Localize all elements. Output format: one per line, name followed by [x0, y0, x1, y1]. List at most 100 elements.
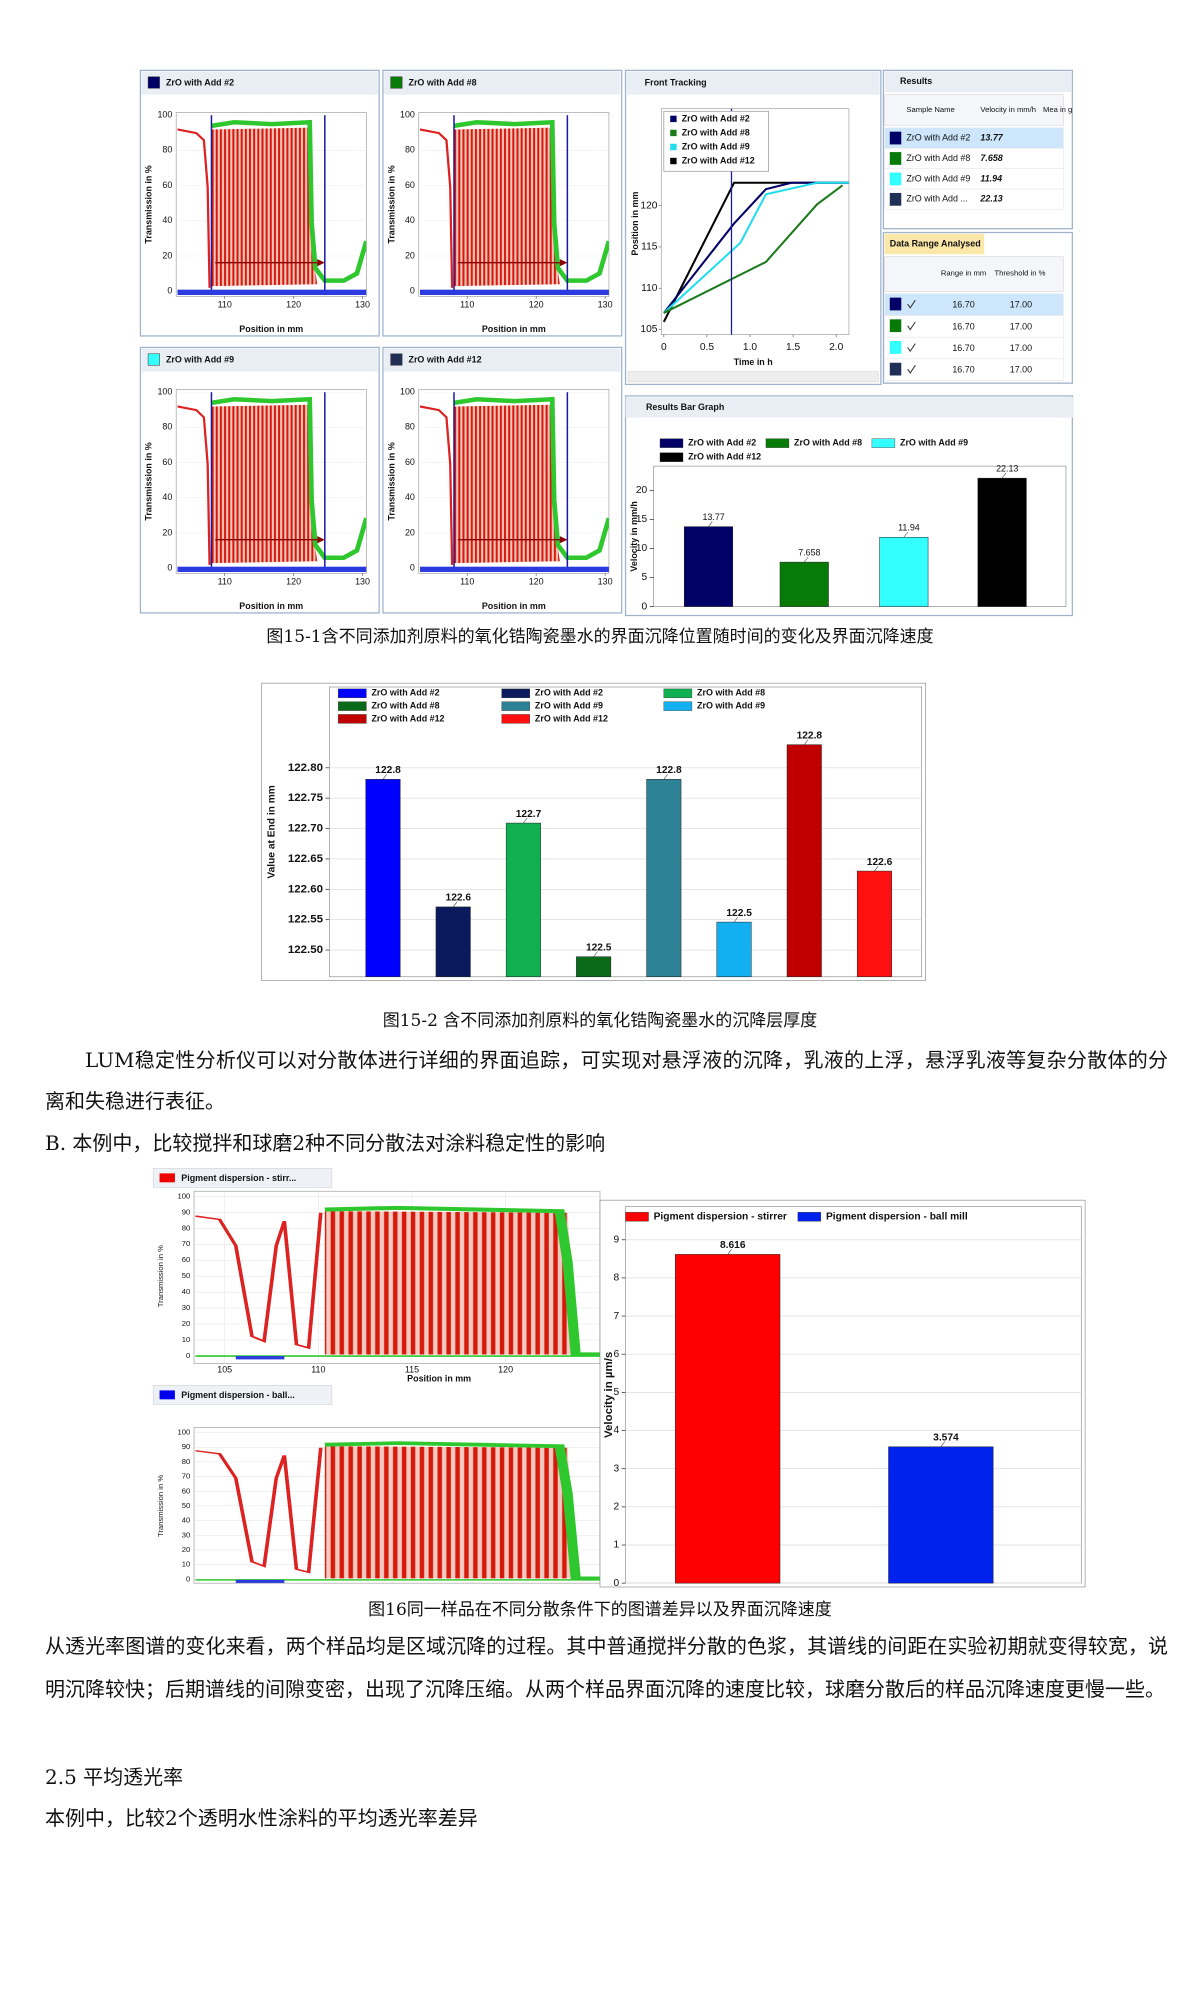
y-tick-label: 70 — [182, 1239, 191, 1248]
x-tick-label: 120 — [286, 300, 301, 310]
y-tick-label: 30 — [182, 1530, 191, 1539]
panel-title-bar — [152, 1168, 333, 1188]
panel-title: Front Tracking — [645, 78, 707, 88]
bar — [977, 477, 1027, 607]
x-tick-label: 115 — [405, 1364, 419, 1374]
y-tick-label: 20 — [182, 1319, 191, 1328]
caption: 图15-2 含不同添加剂原料的氧化锆陶瓷墨水的沉降层厚度 — [382, 1011, 818, 1031]
y-tick-label: 2 — [613, 1502, 619, 1513]
y-tick-label: 20 — [182, 1545, 191, 1554]
value-label: 122.6 — [446, 893, 472, 904]
table-cell: 16.70 — [952, 365, 974, 375]
y-tick-label: 90 — [182, 1442, 191, 1451]
legend-marker — [670, 143, 677, 151]
x-tick-label: 1.5 — [786, 342, 801, 353]
legend-swatch — [338, 701, 367, 711]
column-header: Range in mm — [941, 268, 986, 277]
panel-title: Data Range Analysed — [890, 238, 981, 248]
panel-title: ZrO with Add #12 — [409, 355, 482, 365]
x-tick-label: 110 — [460, 577, 474, 587]
value-label: 122.5 — [726, 908, 752, 919]
value-label: 7.658 — [798, 548, 820, 558]
legend-label: ZrO with Add #8 — [371, 700, 439, 710]
table-cell: ZrO with Add ... — [906, 194, 967, 204]
y-axis-label: Transmission in % — [386, 165, 396, 243]
x-tick-label: 110 — [218, 577, 232, 587]
y-tick-label: 0 — [186, 1574, 190, 1583]
legend-swatch — [765, 438, 790, 448]
y-tick-label: 122.60 — [288, 883, 323, 895]
y-tick-label: 122.50 — [288, 944, 323, 956]
legend-label: ZrO with Add #2 — [371, 688, 439, 698]
legend-label: ZrO with Add #2 — [682, 113, 750, 123]
panel-title: Pigment dispersion - stirr... — [181, 1173, 296, 1183]
y-axis-label: Position in mm — [630, 192, 640, 256]
caption: 图15-1含不同添加剂原料的氧化锆陶瓷墨水的界面沉降位置随时间的变化及界面沉降速… — [266, 627, 934, 647]
bar — [779, 561, 829, 607]
label-pointer — [382, 774, 388, 780]
y-tick-label: 40 — [405, 215, 415, 225]
y-tick-label: 120 — [640, 200, 657, 211]
y-tick-label: 40 — [182, 1287, 191, 1296]
x-tick-label: 0.5 — [700, 342, 715, 353]
table-row — [884, 188, 1064, 210]
table-header — [884, 94, 1064, 126]
table-cell: 16.70 — [952, 321, 974, 331]
row-swatch — [889, 362, 902, 376]
checkbox — [907, 365, 916, 374]
plot-area — [660, 108, 850, 335]
legend-swatch — [659, 452, 684, 462]
value-label: 3.574 — [933, 1433, 959, 1444]
panel-swatch — [159, 1173, 175, 1183]
panel-title-bar — [884, 71, 1072, 93]
x-tick-label: 130 — [355, 300, 370, 310]
y-tick-label: 7 — [613, 1311, 619, 1322]
row-swatch — [889, 319, 902, 333]
label-pointer — [593, 951, 598, 957]
panel-swatch — [147, 76, 160, 89]
y-tick-label: 10 — [182, 1560, 191, 1569]
bar — [684, 526, 734, 607]
table-cell: 22.13 — [979, 194, 1002, 204]
y-tick-label: 40 — [405, 492, 415, 502]
y-tick-label: 80 — [162, 422, 172, 432]
x-axis-label: Time in h — [734, 357, 773, 367]
bar — [576, 956, 612, 978]
y-tick-label: 122.70 — [288, 823, 323, 835]
legend-marker — [670, 157, 677, 165]
x-tick-label: 120 — [498, 1364, 513, 1374]
y-tick-label: 100 — [400, 109, 415, 119]
x-tick-label: 105 — [217, 1364, 232, 1374]
y-tick-label: 100 — [400, 386, 415, 396]
x-tick-label: 130 — [355, 577, 370, 587]
table-row — [884, 358, 1064, 381]
legend-label: ZrO with Add #8 — [682, 127, 750, 137]
y-tick-label: 60 — [162, 457, 172, 467]
y-axis-label: Velocity in µm/s — [603, 1352, 615, 1438]
scrollbar — [627, 371, 879, 383]
panel-title-bar — [625, 397, 1074, 418]
panel-title-bar — [141, 348, 378, 372]
y-tick-label: 5 — [613, 1387, 619, 1398]
y-tick-label: 80 — [182, 1223, 191, 1232]
y-tick-label: 5 — [642, 572, 648, 583]
row-swatch — [889, 172, 902, 186]
table-cell: 13.77 — [980, 132, 1003, 142]
legend-marker — [670, 115, 677, 123]
y-tick-label: 10 — [636, 543, 648, 554]
legend-label: ZrO with Add #12 — [535, 713, 608, 723]
chart-title: Results Bar Graph — [646, 402, 724, 412]
y-tick-label: 70 — [182, 1472, 191, 1481]
y-tick-label: 122.80 — [288, 762, 323, 774]
paragraph: 本例中，比较2个透明水性涂料的平均透光率差异 — [45, 1806, 478, 1830]
y-tick-label: 0 — [613, 1578, 619, 1589]
paragraph: LUM稳定性分析仪可以对分散体进行详细的界面追踪，可实现对悬浮液的沉降，乳液的上… — [45, 1048, 1168, 1113]
x-axis-label: Position in mm — [407, 1373, 471, 1383]
y-tick-label: 60 — [182, 1486, 191, 1495]
y-tick-label: 115 — [641, 242, 658, 253]
row-swatch — [889, 341, 902, 354]
table-cell: 17.00 — [1010, 343, 1032, 353]
legend-label: ZrO with Add #2 — [535, 688, 603, 698]
value-label: 22.13 — [996, 464, 1018, 474]
table-cell: 17.00 — [1010, 365, 1032, 375]
